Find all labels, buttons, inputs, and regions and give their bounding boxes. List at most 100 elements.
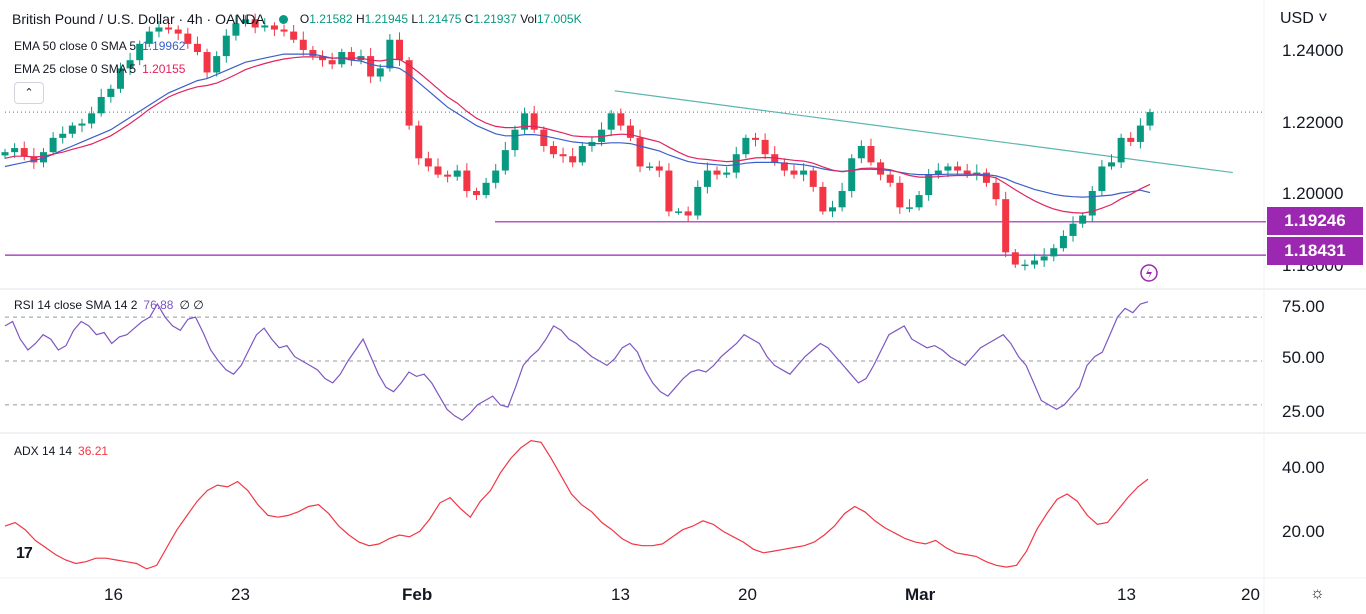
time-tick-label: 20 <box>738 585 757 604</box>
candle-body <box>886 174 894 183</box>
open-value: 1.21582 <box>309 12 353 26</box>
open-key: O <box>299 12 310 26</box>
ema50-legend[interactable]: EMA 50 close 0 SMA 5 1.19962 <box>14 39 185 53</box>
candle-body <box>328 60 336 65</box>
candle-body <box>145 31 153 44</box>
candle-body <box>415 125 423 159</box>
candle-body <box>963 170 971 175</box>
candle-body <box>242 19 250 24</box>
candle-body <box>675 211 683 213</box>
candle-body <box>222 35 230 57</box>
rsi-tick-label: 75.00 <box>1282 297 1325 316</box>
candle-body <box>309 49 317 57</box>
ema-lines <box>4 53 1151 214</box>
candle-body <box>684 211 692 216</box>
level-price-tag: 1.19246 <box>1267 207 1363 235</box>
tradingview-logo-icon: 17 <box>16 545 33 562</box>
candle-body <box>1040 256 1048 261</box>
rsi-tick-label: 50.00 <box>1282 348 1325 367</box>
ema50-line <box>4 53 1151 198</box>
low-value: 1.21475 <box>418 12 462 26</box>
candle-body <box>261 25 269 28</box>
time-tick-label: Feb <box>402 585 433 604</box>
candle-body <box>1021 264 1029 267</box>
alert-icon[interactable] <box>1140 264 1158 282</box>
price-tick-label: 1.24000 <box>1282 41 1344 60</box>
ema25-line <box>4 56 1151 214</box>
candle-body <box>347 52 355 61</box>
candle-body <box>165 27 173 30</box>
candle-body <box>39 152 47 163</box>
candle-body <box>915 195 923 208</box>
candle-body <box>1069 223 1077 236</box>
candle-body <box>511 129 519 151</box>
rsi-label: RSI 14 close SMA 14 2 <box>14 298 138 312</box>
candle-body <box>934 170 942 175</box>
settings-icon[interactable]: ☼ <box>1310 585 1325 602</box>
rsi-line <box>4 301 1149 421</box>
price-tick-label: 1.20000 <box>1282 184 1344 203</box>
ema50-label: EMA 50 close 0 SMA 5 <box>14 39 137 53</box>
trend-line <box>614 90 1233 174</box>
collapse-legend-button[interactable]: ⌃ <box>14 82 44 104</box>
candle-body <box>405 60 413 126</box>
candle-body <box>1 152 9 156</box>
adx-tick-label: 20.00 <box>1282 522 1325 541</box>
time-tick-label: 13 <box>1117 585 1136 604</box>
rsi-tick-label: 25.00 <box>1282 402 1325 421</box>
candle-body <box>395 39 403 61</box>
candle-body <box>1088 190 1096 216</box>
candle-body <box>453 170 461 177</box>
time-tick-label: Mar <box>905 585 936 604</box>
candle-body <box>107 88 115 97</box>
candle-body <box>184 33 192 44</box>
candle-body <box>1108 162 1116 167</box>
candle-body <box>905 207 913 209</box>
candle-body <box>386 39 394 69</box>
candle-body <box>1146 112 1154 126</box>
candle-body <box>925 174 933 196</box>
candle-body <box>280 29 288 32</box>
candle-body <box>780 162 788 171</box>
adx-value: 36.21 <box>78 444 109 458</box>
level-price-tag: 1.18431 <box>1267 237 1363 265</box>
candle-body <box>270 25 278 30</box>
candle-body <box>463 170 471 191</box>
rsi-value: 76.88 <box>143 298 174 312</box>
candle-body <box>434 166 442 175</box>
candle-body <box>838 190 846 208</box>
rsi-legend[interactable]: RSI 14 close SMA 14 2 76.88 ∅ ∅ <box>14 298 204 312</box>
candle-body <box>992 182 1000 200</box>
candle-body <box>232 23 240 36</box>
symbol-title[interactable]: British Pound / U.S. Dollar · 4h · OANDA <box>12 11 265 27</box>
candle-body <box>97 96 105 114</box>
candle-body <box>982 172 990 183</box>
candle-body <box>155 27 163 32</box>
candle-body <box>569 156 577 163</box>
candle-body <box>954 166 962 171</box>
candle-body <box>607 113 615 130</box>
candle-body <box>790 170 798 175</box>
ema25-legend[interactable]: EMA 25 close 0 SMA 5 1.20155 <box>14 62 185 76</box>
candle-body <box>174 29 182 34</box>
candle-body <box>126 60 134 69</box>
candle-body <box>867 146 875 163</box>
candle-body <box>1002 199 1010 253</box>
candle-body <box>59 133 67 138</box>
currency-selector[interactable]: USD ˅ <box>1280 10 1328 27</box>
candle-body <box>848 158 856 191</box>
time-tick-label: 13 <box>611 585 630 604</box>
candle-body <box>251 19 259 28</box>
candle-body <box>944 166 952 171</box>
time-tick-label: 23 <box>231 585 250 604</box>
candle-body <box>617 113 625 126</box>
adx-legend[interactable]: ADX 14 14 36.21 <box>14 444 108 458</box>
alert-icon-bolt <box>1146 267 1152 279</box>
candle-body <box>703 170 711 187</box>
candles <box>1 13 1154 271</box>
ema25-label: EMA 25 close 0 SMA 5 <box>14 62 137 76</box>
time-tick-label: 16 <box>104 585 123 604</box>
candle-body <box>665 170 673 212</box>
